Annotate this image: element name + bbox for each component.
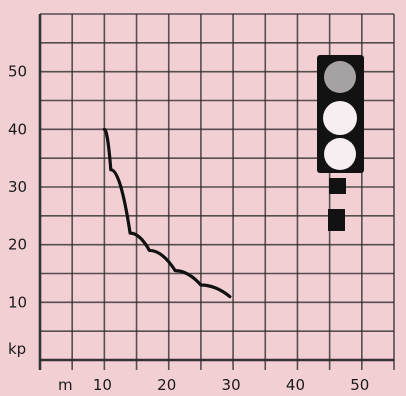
x-tick-label: 20 — [157, 376, 176, 394]
x-tick-label: 50 — [350, 376, 369, 394]
tick-labels: 10 20 30 40 50 10 20 30 40 50 — [8, 63, 369, 394]
x-tick-label: 40 — [286, 376, 305, 394]
x-axis-unit-label: m — [58, 376, 73, 394]
signal-block-lower — [328, 209, 345, 231]
y-tick-label: 30 — [8, 178, 27, 196]
signal-lamp-top — [324, 61, 356, 93]
y-axis-unit-label: kp — [8, 340, 26, 358]
signal-light-icon — [317, 55, 364, 231]
x-tick-label: 10 — [93, 376, 112, 394]
x-tick-label: 30 — [222, 376, 241, 394]
y-tick-label: 50 — [8, 63, 27, 81]
y-tick-label: 40 — [8, 120, 27, 138]
signal-lamp-middle — [323, 101, 357, 135]
chart-series-line — [102, 127, 232, 299]
y-tick-label: 10 — [8, 293, 27, 311]
y-tick-label: 20 — [8, 236, 27, 254]
signal-block-upper — [329, 178, 346, 194]
signal-lamp-bottom — [324, 138, 356, 170]
